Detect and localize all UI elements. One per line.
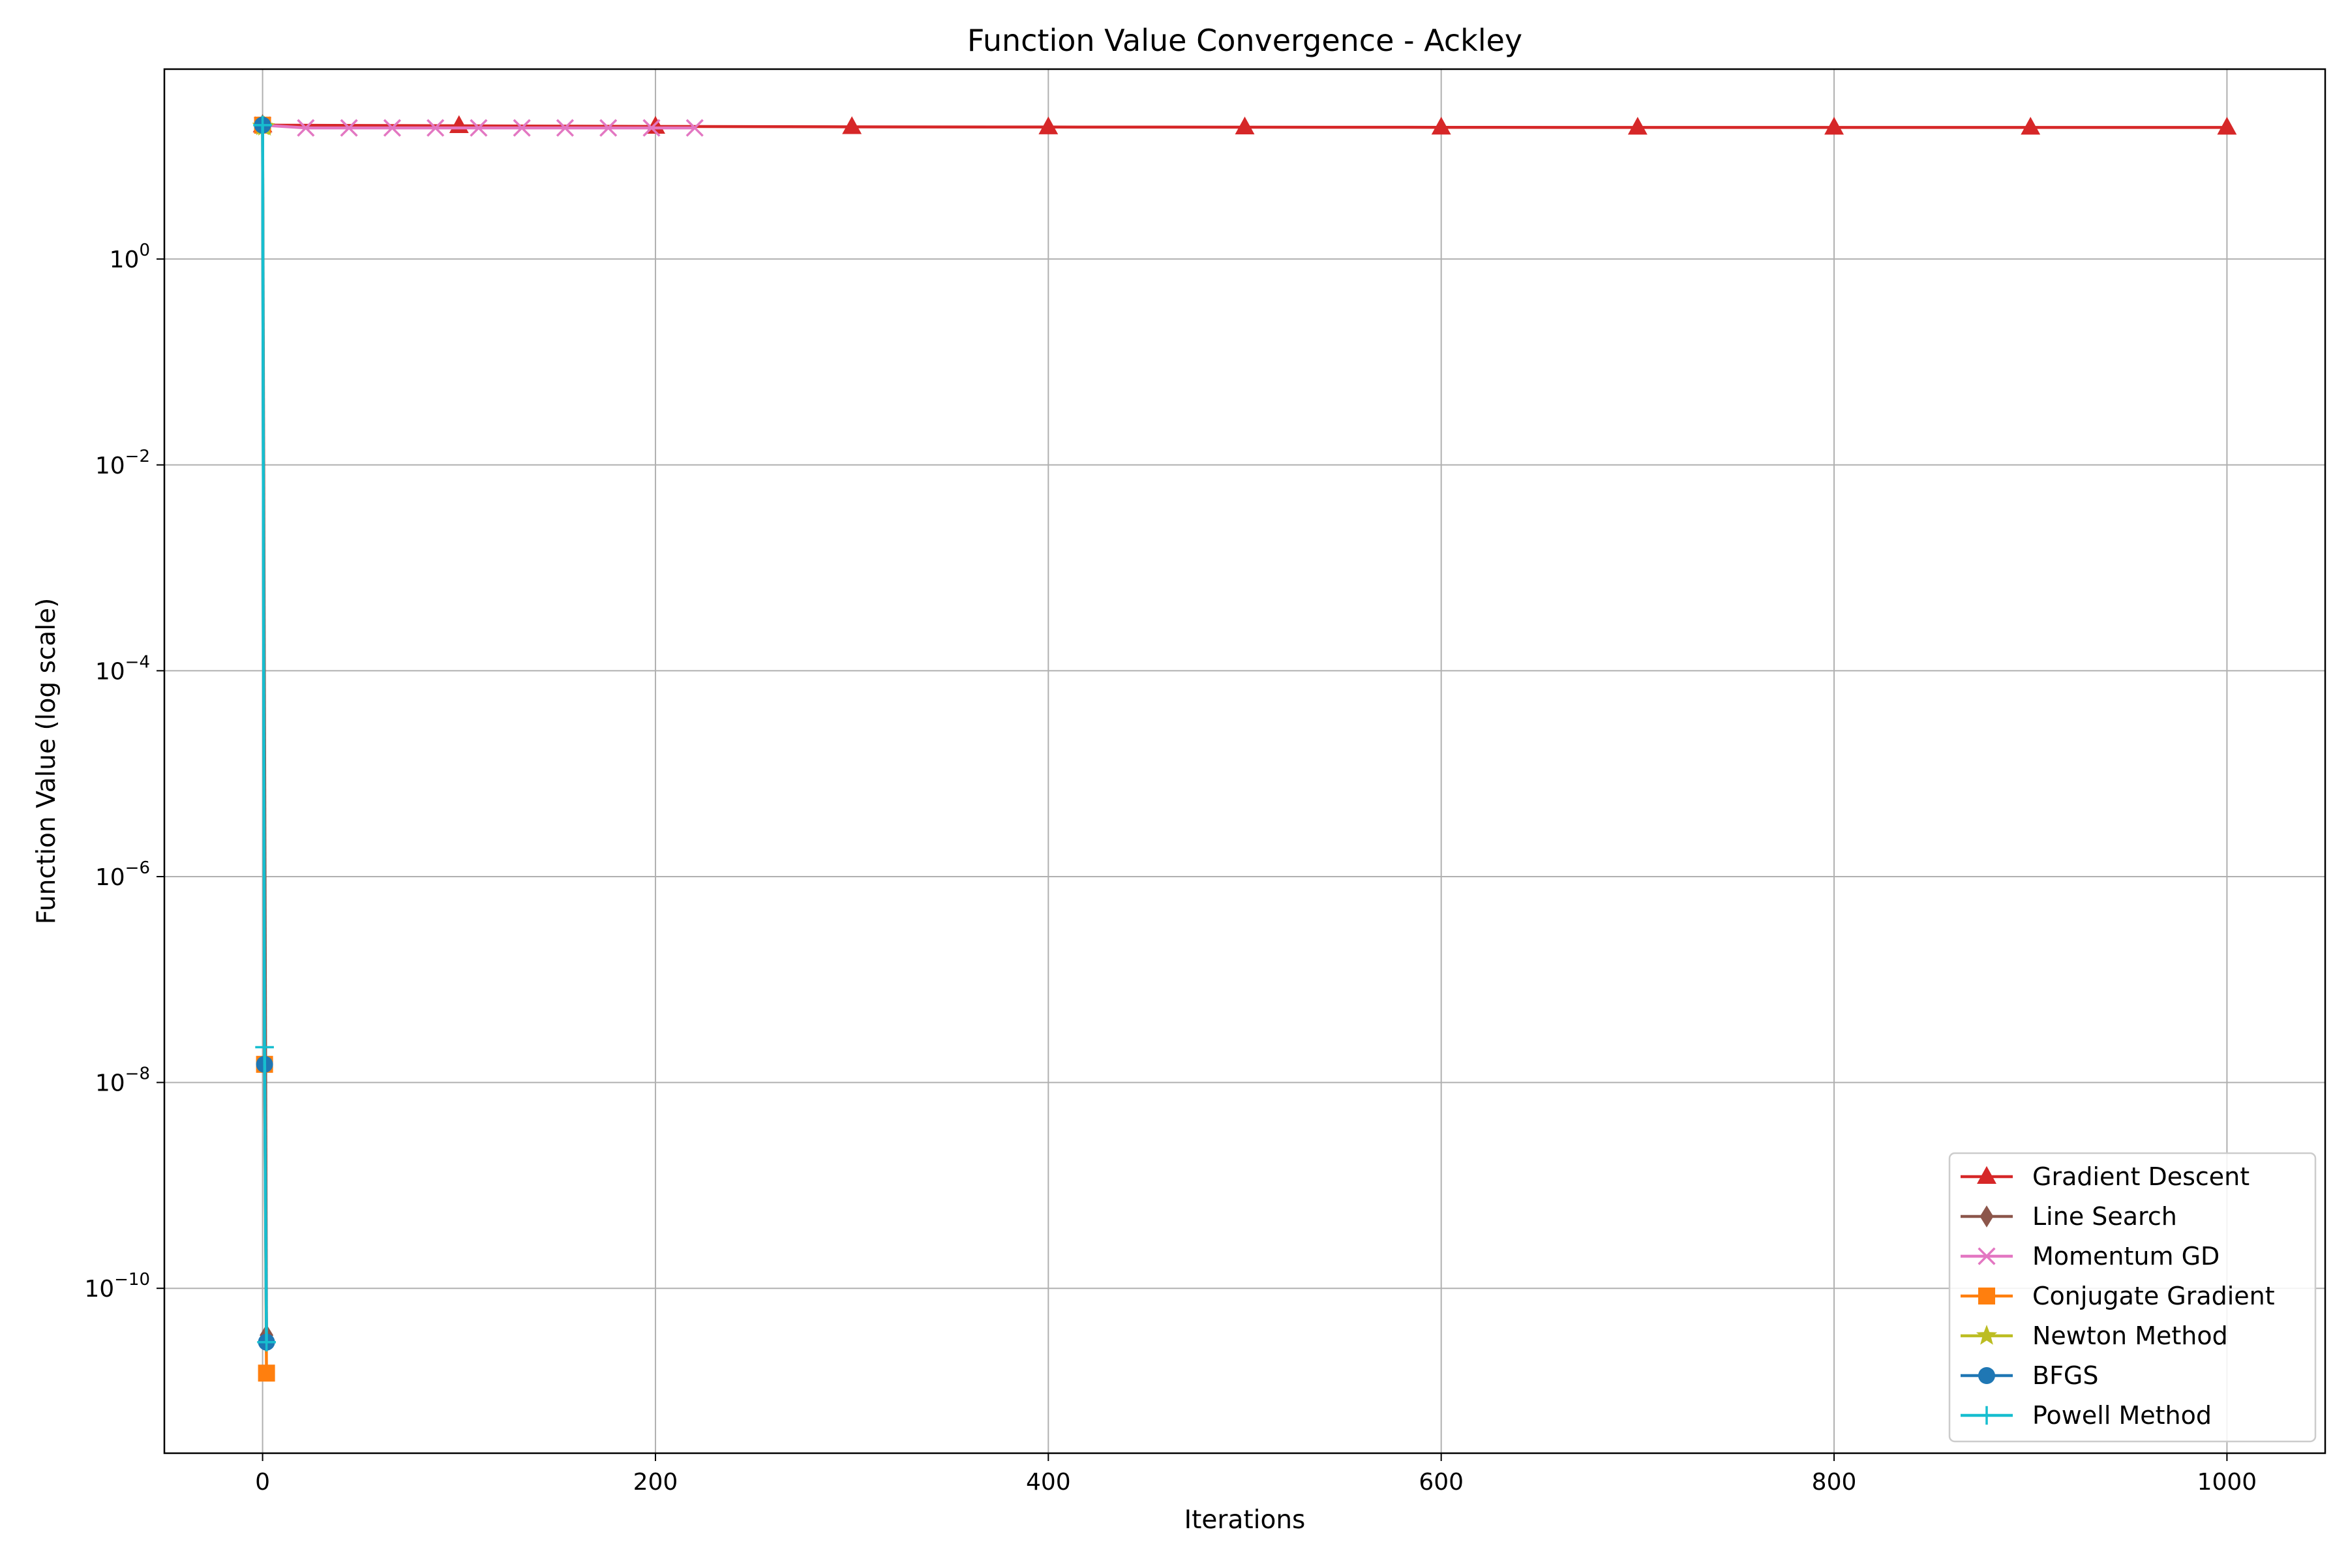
legend-item: Newton Method <box>1961 1321 2228 1350</box>
y-tick-base: 10 <box>95 658 125 685</box>
data-point <box>253 115 272 135</box>
data-point <box>255 1038 274 1057</box>
legend-item: Line Search <box>1961 1202 2177 1231</box>
data-point <box>513 119 531 137</box>
chart-title: Function Value Convergence - Ackley <box>967 23 1522 58</box>
x-axis-label: Iterations <box>1184 1505 1306 1535</box>
data-point <box>842 116 862 134</box>
x-tick-label: 600 <box>1419 1469 1464 1496</box>
legend: Gradient Descent Line Search Momentum GD Co… <box>1948 1152 2317 1443</box>
legend-marker <box>1978 1247 1996 1265</box>
legend-label: Momentum GD <box>2032 1242 2220 1271</box>
y-tick-label: 10−8 <box>95 1064 150 1097</box>
y-tick-base: 10 <box>95 864 125 891</box>
data-point <box>297 119 315 137</box>
legend-marker <box>1978 1288 1995 1304</box>
series-momentum-gd <box>254 116 704 137</box>
y-tick-label: 10−6 <box>95 858 150 891</box>
legend-label: BFGS <box>2032 1361 2099 1390</box>
legend-marker <box>1977 1406 1996 1425</box>
y-tick-label: 100 <box>110 241 150 273</box>
legend-label: Conjugate Gradient <box>2032 1282 2275 1310</box>
data-point <box>1627 117 1648 135</box>
legend-label: Line Search <box>2032 1202 2177 1231</box>
y-tick-label: 10−4 <box>95 652 150 685</box>
legend-label: Newton Method <box>2032 1321 2228 1350</box>
x-tick-label: 0 <box>255 1469 270 1496</box>
legend-item: Gradient Descent <box>1961 1162 2250 1191</box>
legend-label: Gradient Descent <box>2032 1162 2250 1191</box>
plot-series <box>252 113 2237 1382</box>
legend-item: Powell Method <box>1961 1401 2212 1430</box>
x-tick-label: 200 <box>633 1469 678 1496</box>
x-tick-label: 400 <box>1026 1469 1071 1496</box>
data-point <box>258 1364 275 1382</box>
y-tick-label: 10−2 <box>95 447 150 479</box>
y-tick-base: 10 <box>84 1276 114 1303</box>
y-tick-exponent: 0 <box>139 241 150 260</box>
data-point <box>1824 117 1844 135</box>
grid <box>164 69 2325 1453</box>
legend-label: Powell Method <box>2032 1401 2212 1430</box>
data-point <box>2217 117 2237 135</box>
y-tick-exponent: −6 <box>125 858 150 878</box>
y-tick-base: 10 <box>95 453 125 479</box>
data-point <box>642 119 661 137</box>
series-powell-method <box>253 115 276 1351</box>
y-axis-label: Function Value (log scale) <box>32 598 61 925</box>
data-point <box>470 119 488 137</box>
legend-item: BFGS <box>1961 1361 2099 1390</box>
legend-marker <box>1978 1367 1995 1384</box>
data-point <box>427 119 445 137</box>
y-tick-base: 10 <box>95 1070 125 1097</box>
data-point <box>1038 116 1059 134</box>
data-point <box>1235 116 1255 135</box>
y-tick-base: 10 <box>110 247 140 273</box>
legend-item: Conjugate Gradient <box>1961 1282 2275 1310</box>
x-tick-label: 800 <box>1812 1469 1857 1496</box>
y-tick-exponent: −10 <box>114 1270 150 1289</box>
legend-marker <box>1979 1205 1994 1228</box>
legend-marker <box>1977 1166 1996 1184</box>
plot-frame <box>163 68 2326 1455</box>
legend-box <box>1948 1152 2317 1443</box>
y-tick-exponent: −4 <box>125 652 150 672</box>
data-point <box>340 119 358 137</box>
data-point <box>1431 116 1451 135</box>
y-tick-exponent: −8 <box>125 1064 150 1084</box>
legend-item: Momentum GD <box>1961 1242 2220 1271</box>
axis-ticks: 0 200 400 600 800 100010010−210−410−610−810−1… <box>84 241 2257 1496</box>
legend-marker <box>1976 1325 1998 1345</box>
data-point <box>685 119 704 137</box>
data-point <box>2021 117 2041 135</box>
y-tick-exponent: −2 <box>125 447 150 466</box>
data-point <box>599 119 618 137</box>
x-tick-label: 1000 <box>2197 1469 2257 1496</box>
data-point <box>556 119 574 137</box>
data-point <box>383 119 401 137</box>
y-tick-label: 10−10 <box>84 1270 150 1303</box>
data-point <box>257 1333 276 1351</box>
